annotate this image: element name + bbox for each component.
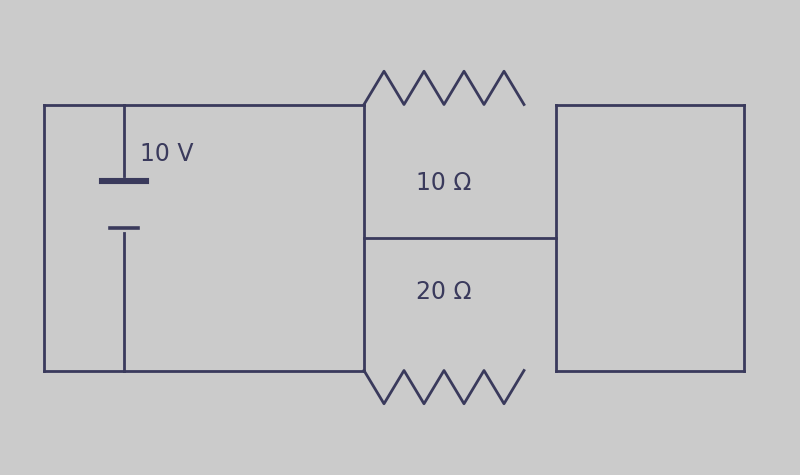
Text: 10 V: 10 V: [140, 142, 194, 166]
Text: 10 Ω: 10 Ω: [416, 171, 472, 195]
Text: 20 Ω: 20 Ω: [416, 280, 472, 304]
